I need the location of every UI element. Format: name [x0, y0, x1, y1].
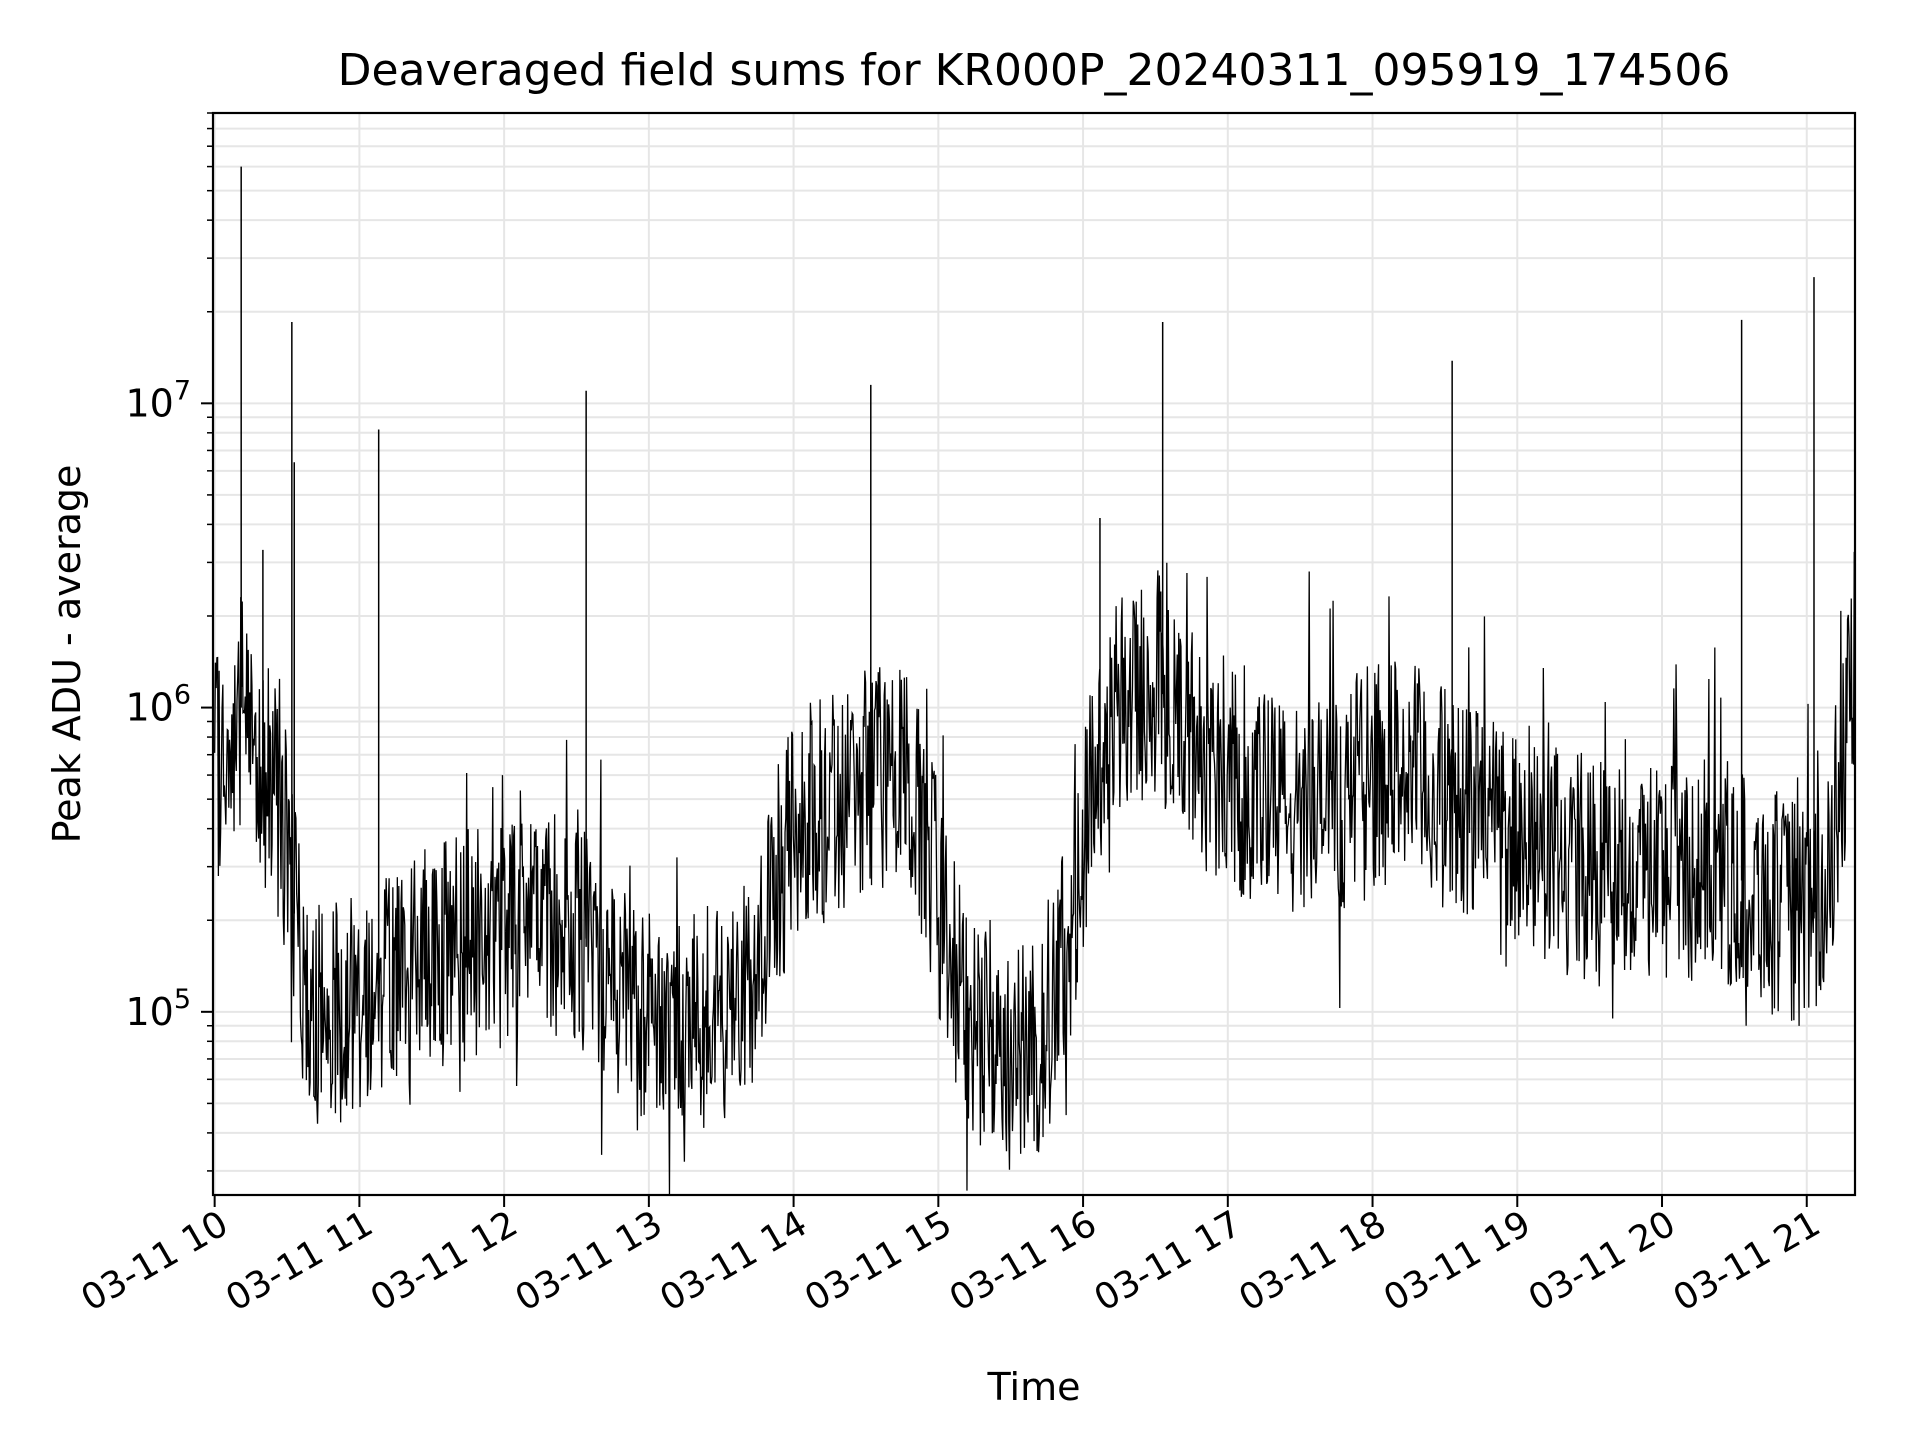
series-line [214, 551, 1856, 1195]
y-axis-label: Peak ADU - average [45, 465, 89, 844]
plot-frame [211, 111, 1857, 1197]
y-tick-label: 106 [125, 680, 191, 730]
grid [213, 112, 1855, 1195]
y-tick-label: 105 [125, 984, 191, 1034]
y-tick-label: 107 [125, 375, 191, 425]
data-series [214, 166, 1856, 1195]
chart-title: Deaveraged field sums for KR000P_2024031… [338, 45, 1731, 96]
x-axis-label: Time [987, 1365, 1081, 1409]
y-axis-ticks: 105 106 107 [125, 112, 213, 1172]
